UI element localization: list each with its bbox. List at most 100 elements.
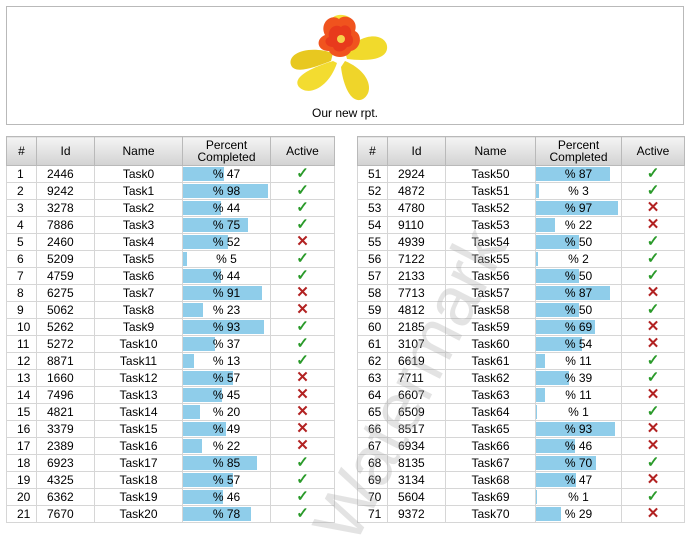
table-row[interactable]: 15 4821 Task14 % 20 ✕ [6, 403, 335, 421]
id-cell: 4821 [36, 403, 95, 421]
report-title: Our new rpt. [311, 106, 379, 120]
table-row[interactable]: 5 2460 Task4 % 52 ✕ [6, 233, 335, 251]
name-cell: Task62 [445, 369, 536, 387]
table-row[interactable]: 66 8517 Task65 % 93 ✕ [357, 420, 685, 438]
progress-bar [536, 286, 610, 300]
table-row[interactable]: 64 6607 Task63 % 11 ✕ [357, 386, 685, 404]
table-row[interactable]: 10 5262 Task9 % 93 ✓ [6, 318, 335, 336]
table-row[interactable]: 7 4759 Task6 % 44 ✓ [6, 267, 335, 285]
table-row[interactable]: 65 6509 Task64 % 1 ✓ [357, 403, 685, 421]
table-row[interactable]: 2 9242 Task1 % 98 ✓ [6, 182, 335, 200]
table-row[interactable]: 18 6923 Task17 % 85 ✓ [6, 454, 335, 472]
table-row[interactable]: 17 2389 Task16 % 22 ✕ [6, 437, 335, 455]
table-row[interactable]: 55 4939 Task54 % 50 ✓ [357, 233, 685, 251]
row-number-cell: 70 [357, 488, 388, 506]
progress-bar [536, 422, 616, 436]
table-row[interactable]: 4 7886 Task3 % 75 ✓ [6, 216, 335, 234]
id-cell: 3107 [387, 335, 446, 353]
percent-label: % 37 [212, 336, 241, 351]
active-cell: ✓ [270, 250, 335, 268]
percent-column-header[interactable]: Percent Completed [182, 136, 271, 166]
percent-cell: % 57 [182, 369, 271, 387]
progress-bar [536, 439, 576, 453]
table-row[interactable]: 58 7713 Task57 % 87 ✕ [357, 284, 685, 302]
table-row[interactable]: 52 4872 Task51 % 3 ✓ [357, 182, 685, 200]
active-column-header[interactable]: Active [621, 136, 685, 166]
row-number-cell: 68 [357, 454, 388, 472]
table-row[interactable]: 14 7496 Task13 % 45 ✕ [6, 386, 335, 404]
id-cell: 6934 [387, 437, 446, 455]
row-number-cell: 64 [357, 386, 388, 404]
active-cell: ✕ [621, 505, 685, 523]
table-row[interactable]: 9 5062 Task8 % 23 ✕ [6, 301, 335, 319]
table-row[interactable]: 67 6934 Task66 % 46 ✕ [357, 437, 685, 455]
progress-bar [536, 405, 537, 419]
table-row[interactable]: 56 7122 Task55 % 2 ✓ [357, 250, 685, 268]
percent-label: % 57 [212, 370, 241, 385]
percent-cell: % 70 [535, 454, 622, 472]
active-column-header[interactable]: Active [270, 136, 335, 166]
hash-column-header[interactable]: # [6, 136, 37, 166]
check-icon: ✓ [296, 471, 309, 488]
table-row[interactable]: 70 5604 Task69 % 1 ✓ [357, 488, 685, 506]
table-row[interactable]: 63 7711 Task62 % 39 ✓ [357, 369, 685, 387]
progress-bar [183, 269, 222, 283]
percent-label: % 20 [212, 404, 241, 419]
name-cell: Task58 [445, 301, 536, 319]
table-row[interactable]: 61 3107 Task60 % 54 ✕ [357, 335, 685, 353]
id-cell: 4759 [36, 267, 95, 285]
progress-bar [536, 269, 579, 283]
row-number-cell: 3 [6, 199, 37, 217]
id-column-header[interactable]: Id [36, 136, 95, 166]
table-row[interactable]: 3 3278 Task2 % 44 ✓ [6, 199, 335, 217]
table-row[interactable]: 6 5209 Task5 % 5 ✓ [6, 250, 335, 268]
name-column-header[interactable]: Name [445, 136, 536, 166]
hash-column-header[interactable]: # [357, 136, 388, 166]
table-row[interactable]: 51 2924 Task50 % 87 ✓ [357, 165, 685, 183]
percent-label: % 13 [212, 353, 241, 368]
table-row[interactable]: 60 2185 Task59 % 69 ✕ [357, 318, 685, 336]
table-row[interactable]: 69 3134 Task68 % 47 ✕ [357, 471, 685, 489]
active-cell: ✕ [621, 318, 685, 336]
table-row[interactable]: 68 8135 Task67 % 70 ✓ [357, 454, 685, 472]
table-row[interactable]: 1 2446 Task0 % 47 ✓ [6, 165, 335, 183]
table-row[interactable]: 57 2133 Task56 % 50 ✓ [357, 267, 685, 285]
table-row[interactable]: 54 9110 Task53 % 22 ✕ [357, 216, 685, 234]
table-row[interactable]: 11 5272 Task10 % 37 ✓ [6, 335, 335, 353]
check-icon: ✓ [646, 352, 660, 369]
table-row[interactable]: 13 1660 Task12 % 57 ✕ [6, 369, 335, 387]
table-row[interactable]: 53 4780 Task52 % 97 ✕ [357, 199, 685, 217]
table-row[interactable]: 8 6275 Task7 % 91 ✕ [6, 284, 335, 302]
check-icon: ✓ [296, 250, 309, 267]
row-number-cell: 63 [357, 369, 388, 387]
table-row[interactable]: 21 7670 Task20 % 78 ✓ [6, 505, 335, 523]
active-cell: ✕ [270, 437, 335, 455]
table-row[interactable]: 12 8871 Task11 % 13 ✓ [6, 352, 335, 370]
percent-cell: % 2 [535, 250, 622, 268]
id-cell: 3134 [387, 471, 446, 489]
table-row[interactable]: 59 4812 Task58 % 50 ✓ [357, 301, 685, 319]
table-row[interactable]: 19 4325 Task18 % 57 ✓ [6, 471, 335, 489]
id-cell: 8871 [36, 352, 95, 370]
name-cell: Task5 [94, 250, 183, 268]
row-number-cell: 20 [6, 488, 37, 506]
row-number-cell: 51 [357, 165, 388, 183]
table-row[interactable]: 20 6362 Task19 % 46 ✓ [6, 488, 335, 506]
table-row[interactable]: 71 9372 Task70 % 29 ✕ [357, 505, 685, 523]
table-row[interactable]: 62 6619 Task61 % 11 ✓ [357, 352, 685, 370]
name-cell: Task52 [445, 199, 536, 217]
progress-bar [183, 405, 201, 419]
progress-bar [183, 303, 203, 317]
name-cell: Task14 [94, 403, 183, 421]
tasks-grid-left: # Id Name Percent Completed Active 1 2446… [6, 136, 335, 523]
progress-bar [183, 201, 222, 215]
percent-column-header[interactable]: Percent Completed [535, 136, 622, 166]
id-column-header[interactable]: Id [387, 136, 446, 166]
progress-bar [183, 184, 269, 198]
row-number-cell: 55 [357, 233, 388, 251]
table-row[interactable]: 16 3379 Task15 % 49 ✕ [6, 420, 335, 438]
name-column-header[interactable]: Name [94, 136, 183, 166]
cross-icon: ✕ [646, 505, 660, 522]
percent-label: % 75 [212, 217, 241, 232]
percent-cell: % 46 [535, 437, 622, 455]
